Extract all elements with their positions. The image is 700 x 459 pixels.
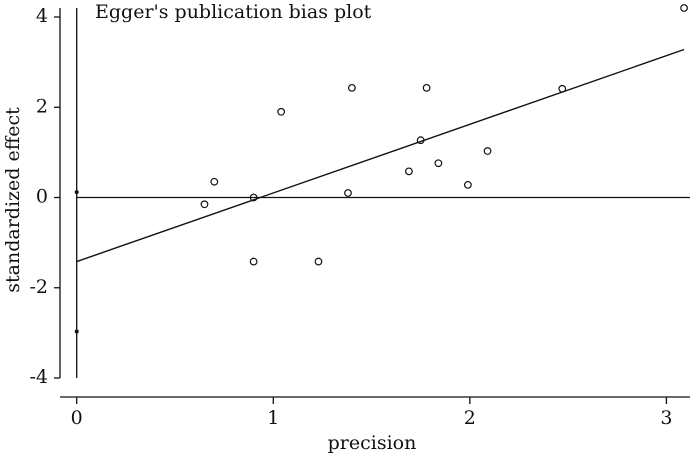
point (680, 4, 689, 12)
intercept-ci-point (74, 329, 79, 334)
point (200, 200, 209, 209)
point (558, 84, 567, 93)
intercept-ci-point (74, 190, 79, 195)
y-tick-label: -4 (29, 366, 48, 388)
point (405, 167, 413, 176)
point (483, 147, 492, 155)
y-tick-label: 4 (36, 5, 48, 27)
point (422, 83, 431, 92)
point (344, 189, 352, 197)
point (416, 136, 425, 145)
point (210, 177, 219, 186)
point (249, 257, 258, 266)
chart-title: Egger's publication bias plot (95, 1, 372, 23)
x-tick-label: 2 (464, 407, 476, 429)
point (434, 159, 443, 168)
x-axis-label: precision (328, 432, 417, 454)
y-tick-label: 0 (36, 186, 48, 208)
x-tick-label: 3 (660, 407, 672, 429)
x-tick-label: 1 (267, 407, 279, 429)
point (348, 83, 356, 92)
point (249, 193, 258, 202)
y-tick-label: -2 (29, 276, 48, 298)
x-tick-label: 0 (71, 407, 83, 429)
point (314, 257, 323, 266)
point (277, 107, 286, 116)
y-axis-label: standardized effect (2, 107, 24, 293)
point (463, 180, 472, 189)
y-tick-label: 2 (36, 95, 48, 117)
fit-line (76, 48, 685, 263)
